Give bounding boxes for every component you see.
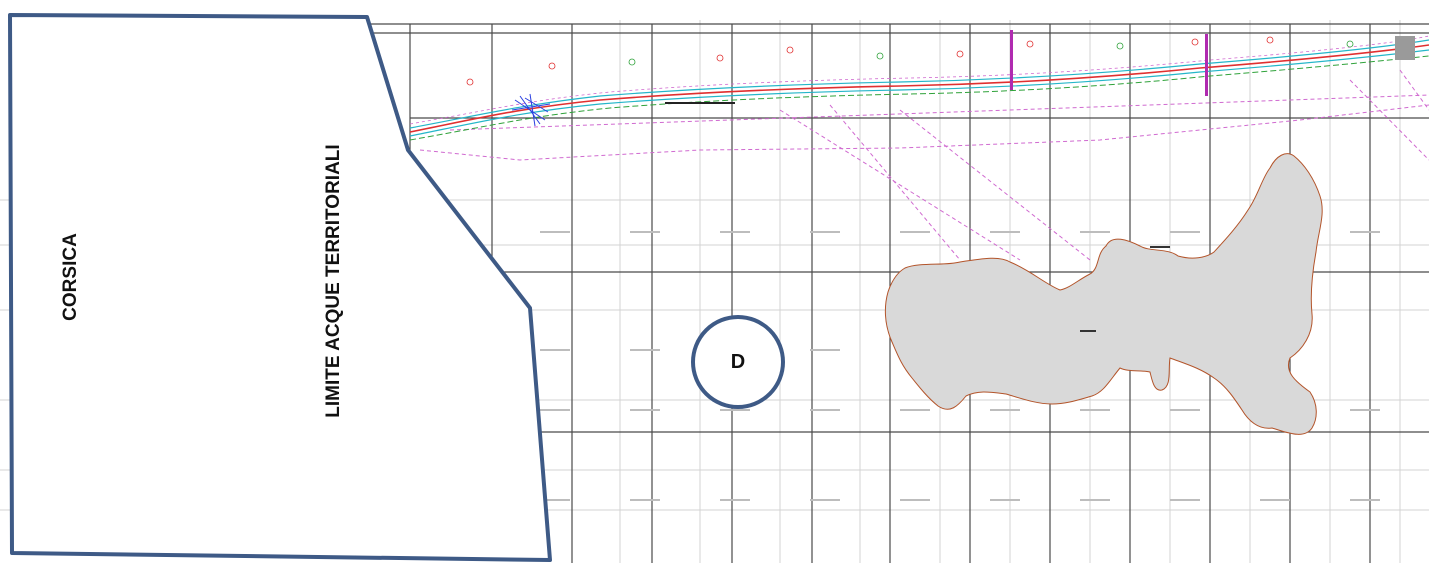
cable-route [409,35,1429,141]
blue-crossing-cluster [511,93,551,127]
territorial-limit-label: LIMITE ACQUE TERRITORIALI [323,144,344,418]
magenta-limit-lines [419,69,1429,261]
island-shape [884,153,1323,435]
zone-marker-circle [691,315,785,409]
island-road-marker [1080,330,1096,332]
island-road-marker-2 [1150,246,1170,248]
corsica-label: CORSICA [60,233,81,321]
route-markers [466,30,1415,104]
corsica-territorial-outline [8,13,552,562]
zone-letter: D [730,350,746,373]
